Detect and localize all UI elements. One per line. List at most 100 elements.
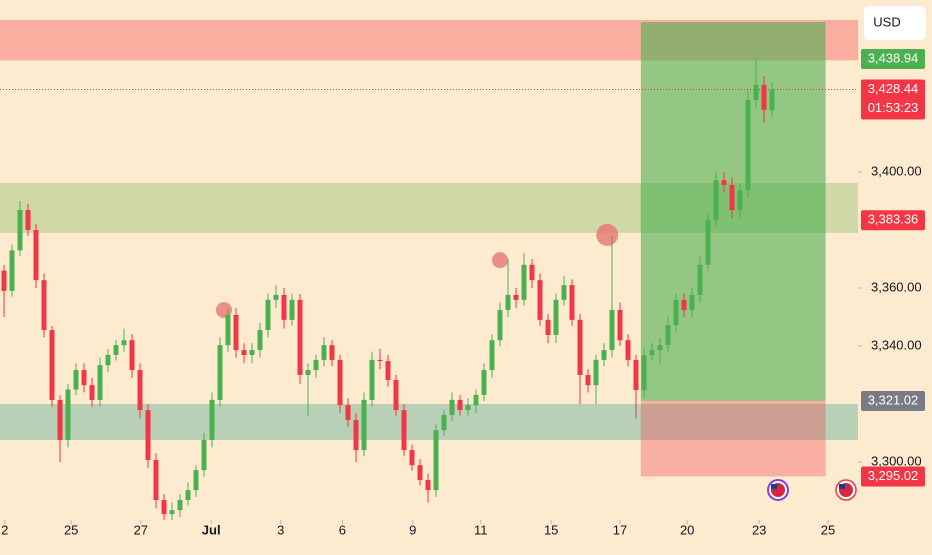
y-tick-label: 3,340.00 [871,337,922,352]
y-tick-label: 3,360.00 [871,279,922,294]
candle-body [665,325,671,346]
candle-body [169,510,175,515]
x-tick-label: 3 [277,522,284,537]
x-tick-label: Jul [202,522,221,537]
candle-body [121,340,127,346]
candle-body [129,340,135,371]
candle-body [161,499,167,515]
candle-body [81,370,87,386]
candle-body [233,314,239,351]
candle-body [489,340,495,371]
candle-body [249,350,255,355]
candle-body [25,209,31,230]
candle-body [409,450,415,466]
y-tick-label: 3,300.00 [871,453,922,468]
candle-body [209,399,215,440]
candle-body [361,399,367,451]
x-tick-label: 23 [752,522,766,537]
currency-box[interactable] [864,6,926,40]
candle-body [137,370,143,411]
candle-body [481,370,487,396]
x-tick-label: 9 [409,522,416,537]
marker [492,252,508,269]
candle-body [385,361,391,380]
candle-body [185,490,191,500]
candle-body [569,285,575,320]
profit-zone [640,22,826,402]
candle-body [609,310,615,351]
candle-body [33,229,39,281]
candle-body [497,310,503,341]
zone [0,403,858,440]
x-tick-label: 2 [1,522,8,537]
candle-body [425,479,431,491]
currency[interactable]: USD [873,14,900,29]
candle-body [265,299,271,331]
x-tick-label: 11 [474,522,488,537]
candle-body [353,419,359,451]
candle-body [593,359,599,386]
candle-body [273,294,279,300]
candle-body [769,89,775,110]
candle-body [713,180,719,221]
y-tick-label: 3,400.00 [871,163,922,178]
candle-body [465,405,471,411]
candle-body [65,389,71,440]
candle-body [457,399,463,411]
candle-body [737,189,743,210]
x-tick-label: 27 [134,522,148,537]
countdown: 01:53:23 [868,100,919,115]
event-icon[interactable] [767,479,789,501]
x-tick-label: 20 [680,522,694,537]
candle-body [377,359,383,362]
candle-body [681,299,687,311]
candle-body [529,264,535,281]
event-icon[interactable] [835,479,857,501]
candle-body [689,294,695,311]
candle-body [657,345,663,351]
price-label-box [861,49,925,70]
price-label: 3,321.02 [868,392,919,407]
candle-body [217,345,223,400]
candle-body [313,359,319,371]
price-label-box [861,391,925,412]
candle-body [329,345,335,360]
candle-body [649,350,655,355]
x-tick-label: 6 [339,522,346,537]
candle-body [201,439,207,471]
x-tick-label: 25 [821,522,835,537]
candle-body [705,220,711,265]
candle-body [617,310,623,341]
candle-body [697,264,703,295]
candle-body [1,270,7,291]
candle-body [417,465,423,480]
candle-body [561,285,567,300]
candle-body [753,84,759,101]
marker [596,223,619,246]
price-label-box [861,466,925,487]
price-label-box [861,79,925,120]
candle-body [145,410,151,460]
candle-body [401,410,407,451]
candle-body [225,314,231,346]
price-label: 3,383.36 [868,212,919,227]
candle-body [761,84,767,110]
candle-body [745,100,751,190]
candle-body [257,330,263,351]
candle-body [153,459,159,500]
candle-body [433,430,439,491]
candle-body [521,264,527,300]
candle-body [369,359,375,400]
candle-body [585,374,591,386]
price-label: 3,428.44 [868,81,919,96]
candle-body [49,330,55,400]
candle-body [601,350,607,360]
loss-zone [640,401,826,477]
candle-body [41,280,47,331]
price-label-box [861,210,925,231]
candle-body [177,499,183,511]
candle-body [193,470,199,491]
candle-body [577,319,583,375]
price-label: 3,295.02 [868,468,919,483]
